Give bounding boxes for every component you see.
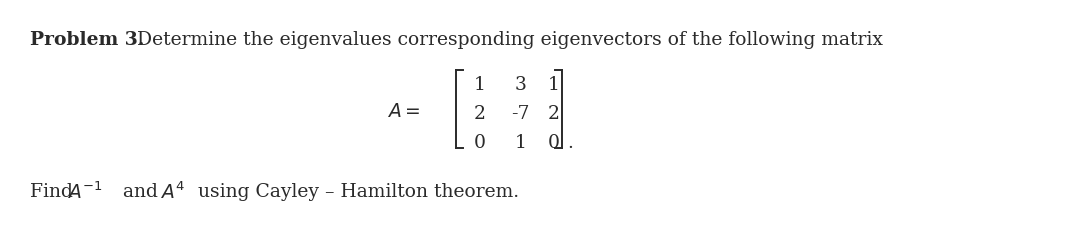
Text: 0: 0	[548, 134, 561, 152]
Text: 1: 1	[549, 76, 559, 94]
Text: using Cayley – Hamilton theorem.: using Cayley – Hamilton theorem.	[192, 183, 519, 201]
Text: 1: 1	[515, 134, 526, 152]
Text: Determine the eigenvalues corresponding eigenvectors of the following matrix: Determine the eigenvalues corresponding …	[131, 31, 882, 49]
Text: $A =$: $A =$	[387, 103, 420, 120]
Text: Find: Find	[30, 183, 79, 201]
Text: 1: 1	[474, 76, 485, 94]
Text: .: .	[567, 134, 572, 152]
Text: -7: -7	[511, 105, 530, 123]
Text: $A^{4}$: $A^{4}$	[160, 181, 185, 203]
Text: 3: 3	[515, 76, 526, 94]
Text: and: and	[117, 183, 163, 201]
Text: $A^{-1}$: $A^{-1}$	[67, 181, 103, 203]
Text: Problem 3.: Problem 3.	[30, 31, 145, 49]
Text: 2: 2	[548, 105, 561, 123]
Text: 0: 0	[473, 134, 486, 152]
Text: 2: 2	[473, 105, 486, 123]
